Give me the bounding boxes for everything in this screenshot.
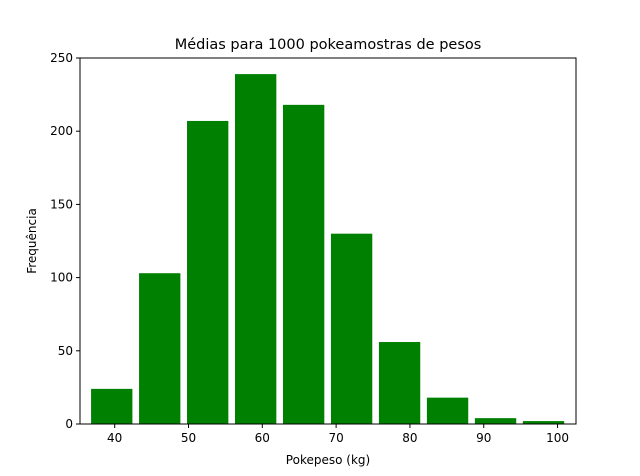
bar-1 xyxy=(91,388,133,424)
y-tick-label: 250 xyxy=(50,51,73,65)
y-tick-label: 50 xyxy=(58,344,73,358)
y-tick-label: 200 xyxy=(50,124,73,138)
x-tick-label: 70 xyxy=(328,431,343,445)
x-tick-label: 80 xyxy=(402,431,417,445)
bar-3 xyxy=(187,120,229,425)
y-tick-label: 150 xyxy=(50,197,73,211)
y-axis-ticks: 0 50 100 150 200 250 xyxy=(50,51,80,431)
x-tick-label: 40 xyxy=(107,431,122,445)
x-tick-label: 60 xyxy=(255,431,270,445)
x-axis-ticks: 40 50 60 70 80 90 100 xyxy=(107,424,569,445)
bar-8 xyxy=(426,397,469,424)
bar-4 xyxy=(235,74,277,424)
chart-title: Médias para 1000 pokeamostras de pesos xyxy=(175,37,482,53)
bar-2 xyxy=(139,273,181,424)
bar-9 xyxy=(474,418,517,424)
x-tick-label: 90 xyxy=(476,431,491,445)
y-axis-title: Frequência xyxy=(25,208,39,274)
plot-frame xyxy=(79,57,577,425)
x-axis-title: Pokepeso (kg) xyxy=(286,453,370,467)
bar-7 xyxy=(378,342,421,424)
y-tick-label: 0 xyxy=(65,417,73,431)
bar-10 xyxy=(522,421,565,424)
x-tick-label: 50 xyxy=(181,431,196,445)
y-tick-label: 100 xyxy=(50,271,73,285)
x-tick-label: 100 xyxy=(546,431,569,445)
bar-6 xyxy=(330,233,373,424)
bar-5 xyxy=(282,104,325,425)
bars-group xyxy=(91,74,565,425)
